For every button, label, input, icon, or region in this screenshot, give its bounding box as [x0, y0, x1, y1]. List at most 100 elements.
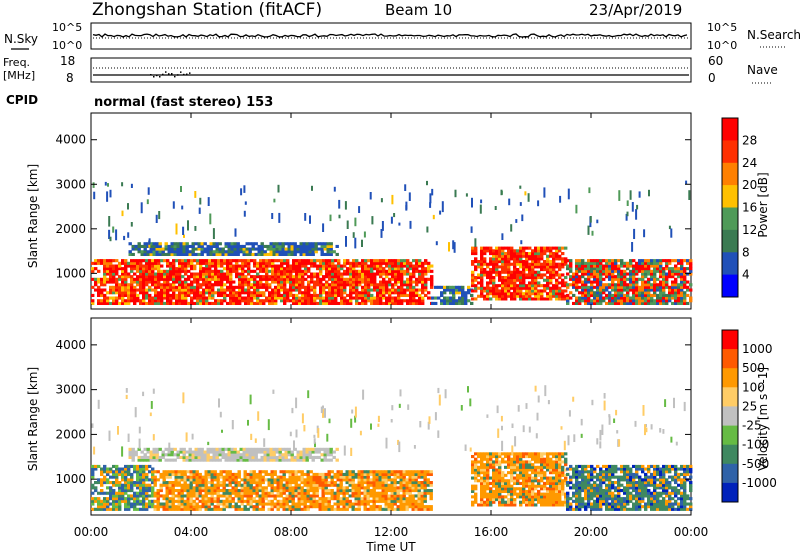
heatmap-cell [495, 292, 499, 296]
heatmap-cell [273, 505, 277, 509]
heatmap-cell [388, 283, 392, 287]
heatmap-cell [515, 219, 518, 223]
heatmap-cell [159, 489, 163, 493]
heatmap-cell [231, 499, 235, 503]
heatmap-cell [148, 464, 152, 468]
heatmap-cell [325, 296, 329, 300]
heatmap-cell [629, 272, 633, 276]
heatmap-cell [449, 288, 453, 292]
heatmap-cell [193, 272, 197, 276]
heatmap-cell [222, 478, 226, 482]
heatmap-cell [480, 273, 484, 277]
heatmap-cell [501, 262, 505, 266]
heatmap-cell [558, 268, 562, 272]
heatmap-cell [486, 270, 490, 274]
heatmap-cell [364, 291, 368, 295]
heatmap-cell [188, 447, 192, 451]
date-label: 23/Apr/2019 [589, 1, 682, 19]
heatmap-cell [284, 250, 288, 254]
heatmap-cell [629, 301, 633, 305]
heatmap-cell [507, 246, 511, 250]
heatmap-cell [232, 267, 236, 271]
heatmap-cell [641, 301, 645, 305]
heatmap-cell [304, 213, 307, 221]
heatmap-cell [498, 246, 502, 250]
heatmap-cell [314, 455, 318, 459]
heatmap-cell [158, 252, 162, 256]
heatmap-cell [152, 252, 156, 256]
heatmap-cell [245, 447, 249, 451]
heatmap-cell [409, 291, 413, 295]
heatmap-cell [578, 291, 582, 295]
heatmap-cell [204, 505, 208, 509]
heatmap-cell [217, 293, 221, 297]
heatmap-cell [620, 293, 624, 297]
heatmap-cell [391, 291, 395, 295]
heatmap-cell [636, 204, 639, 210]
heatmap-cell [225, 483, 229, 487]
heatmap-cell [259, 301, 263, 305]
heatmap-cell [142, 497, 146, 501]
heatmap-cell [566, 283, 570, 287]
heatmap-cell [288, 483, 292, 487]
heatmap-cell [420, 507, 424, 511]
heatmap-cell [578, 275, 582, 279]
heatmap-cell [429, 505, 433, 509]
heatmap-cell [225, 502, 229, 506]
heatmap-cell [124, 301, 128, 305]
heatmap-cell [222, 499, 226, 503]
heatmap-cell [644, 299, 648, 303]
heatmap-cell [280, 261, 284, 265]
heatmap-cell [555, 294, 559, 298]
heatmap-cell [191, 244, 195, 248]
heatmap-cell [139, 280, 143, 284]
heatmap-cell [309, 497, 313, 501]
heatmap-cell [480, 276, 484, 280]
heatmap-cell [254, 247, 258, 251]
heatmap-cell [283, 259, 287, 263]
heatmap-cell [170, 458, 174, 462]
heatmap-cell [384, 483, 388, 487]
heatmap-cell [626, 211, 629, 217]
heatmap-cell [531, 252, 535, 256]
heatmap-cell [390, 216, 393, 224]
heatmap-cell [564, 262, 568, 266]
heatmap-cell [91, 483, 95, 487]
heatmap-cell [427, 264, 431, 268]
heatmap-cell [213, 483, 217, 487]
heatmap-cell [231, 491, 235, 495]
heatmap-cell [161, 450, 165, 454]
heatmap-cell [189, 502, 193, 506]
heatmap-cell [319, 267, 323, 271]
heatmap-cell [525, 276, 529, 280]
heatmap-cell [527, 193, 530, 202]
heatmap-cell [354, 502, 358, 506]
heatmap-cell [400, 301, 404, 305]
heatmap-cell [572, 283, 576, 287]
heatmap-cell [680, 269, 684, 273]
heatmap-cell [385, 259, 389, 263]
heatmap-cell [127, 499, 131, 503]
heatmap-cell [156, 497, 160, 501]
heatmap-cell [109, 301, 113, 305]
heatmap-cell [165, 481, 169, 485]
heatmap-cell [361, 301, 365, 305]
heatmap-cell [230, 455, 234, 459]
heatmap-cell [400, 269, 404, 273]
heatmap-cell [97, 277, 101, 281]
heatmap-cell [590, 267, 594, 271]
heatmap-cell [184, 264, 188, 268]
heatmap-cell [256, 285, 260, 289]
heatmap-cell [339, 489, 343, 493]
heatmap-cell [351, 481, 355, 485]
heatmap-cell [130, 275, 134, 279]
heatmap-cell [528, 286, 532, 290]
heatmap-cell [134, 450, 138, 454]
heatmap-cell [172, 269, 176, 273]
heatmap-cell [319, 285, 323, 289]
heatmap-cell [155, 247, 159, 251]
heatmap-cell [240, 499, 244, 503]
heatmap-cell [632, 275, 636, 279]
heatmap-cell [531, 276, 535, 280]
heatmap-cell [187, 288, 191, 292]
